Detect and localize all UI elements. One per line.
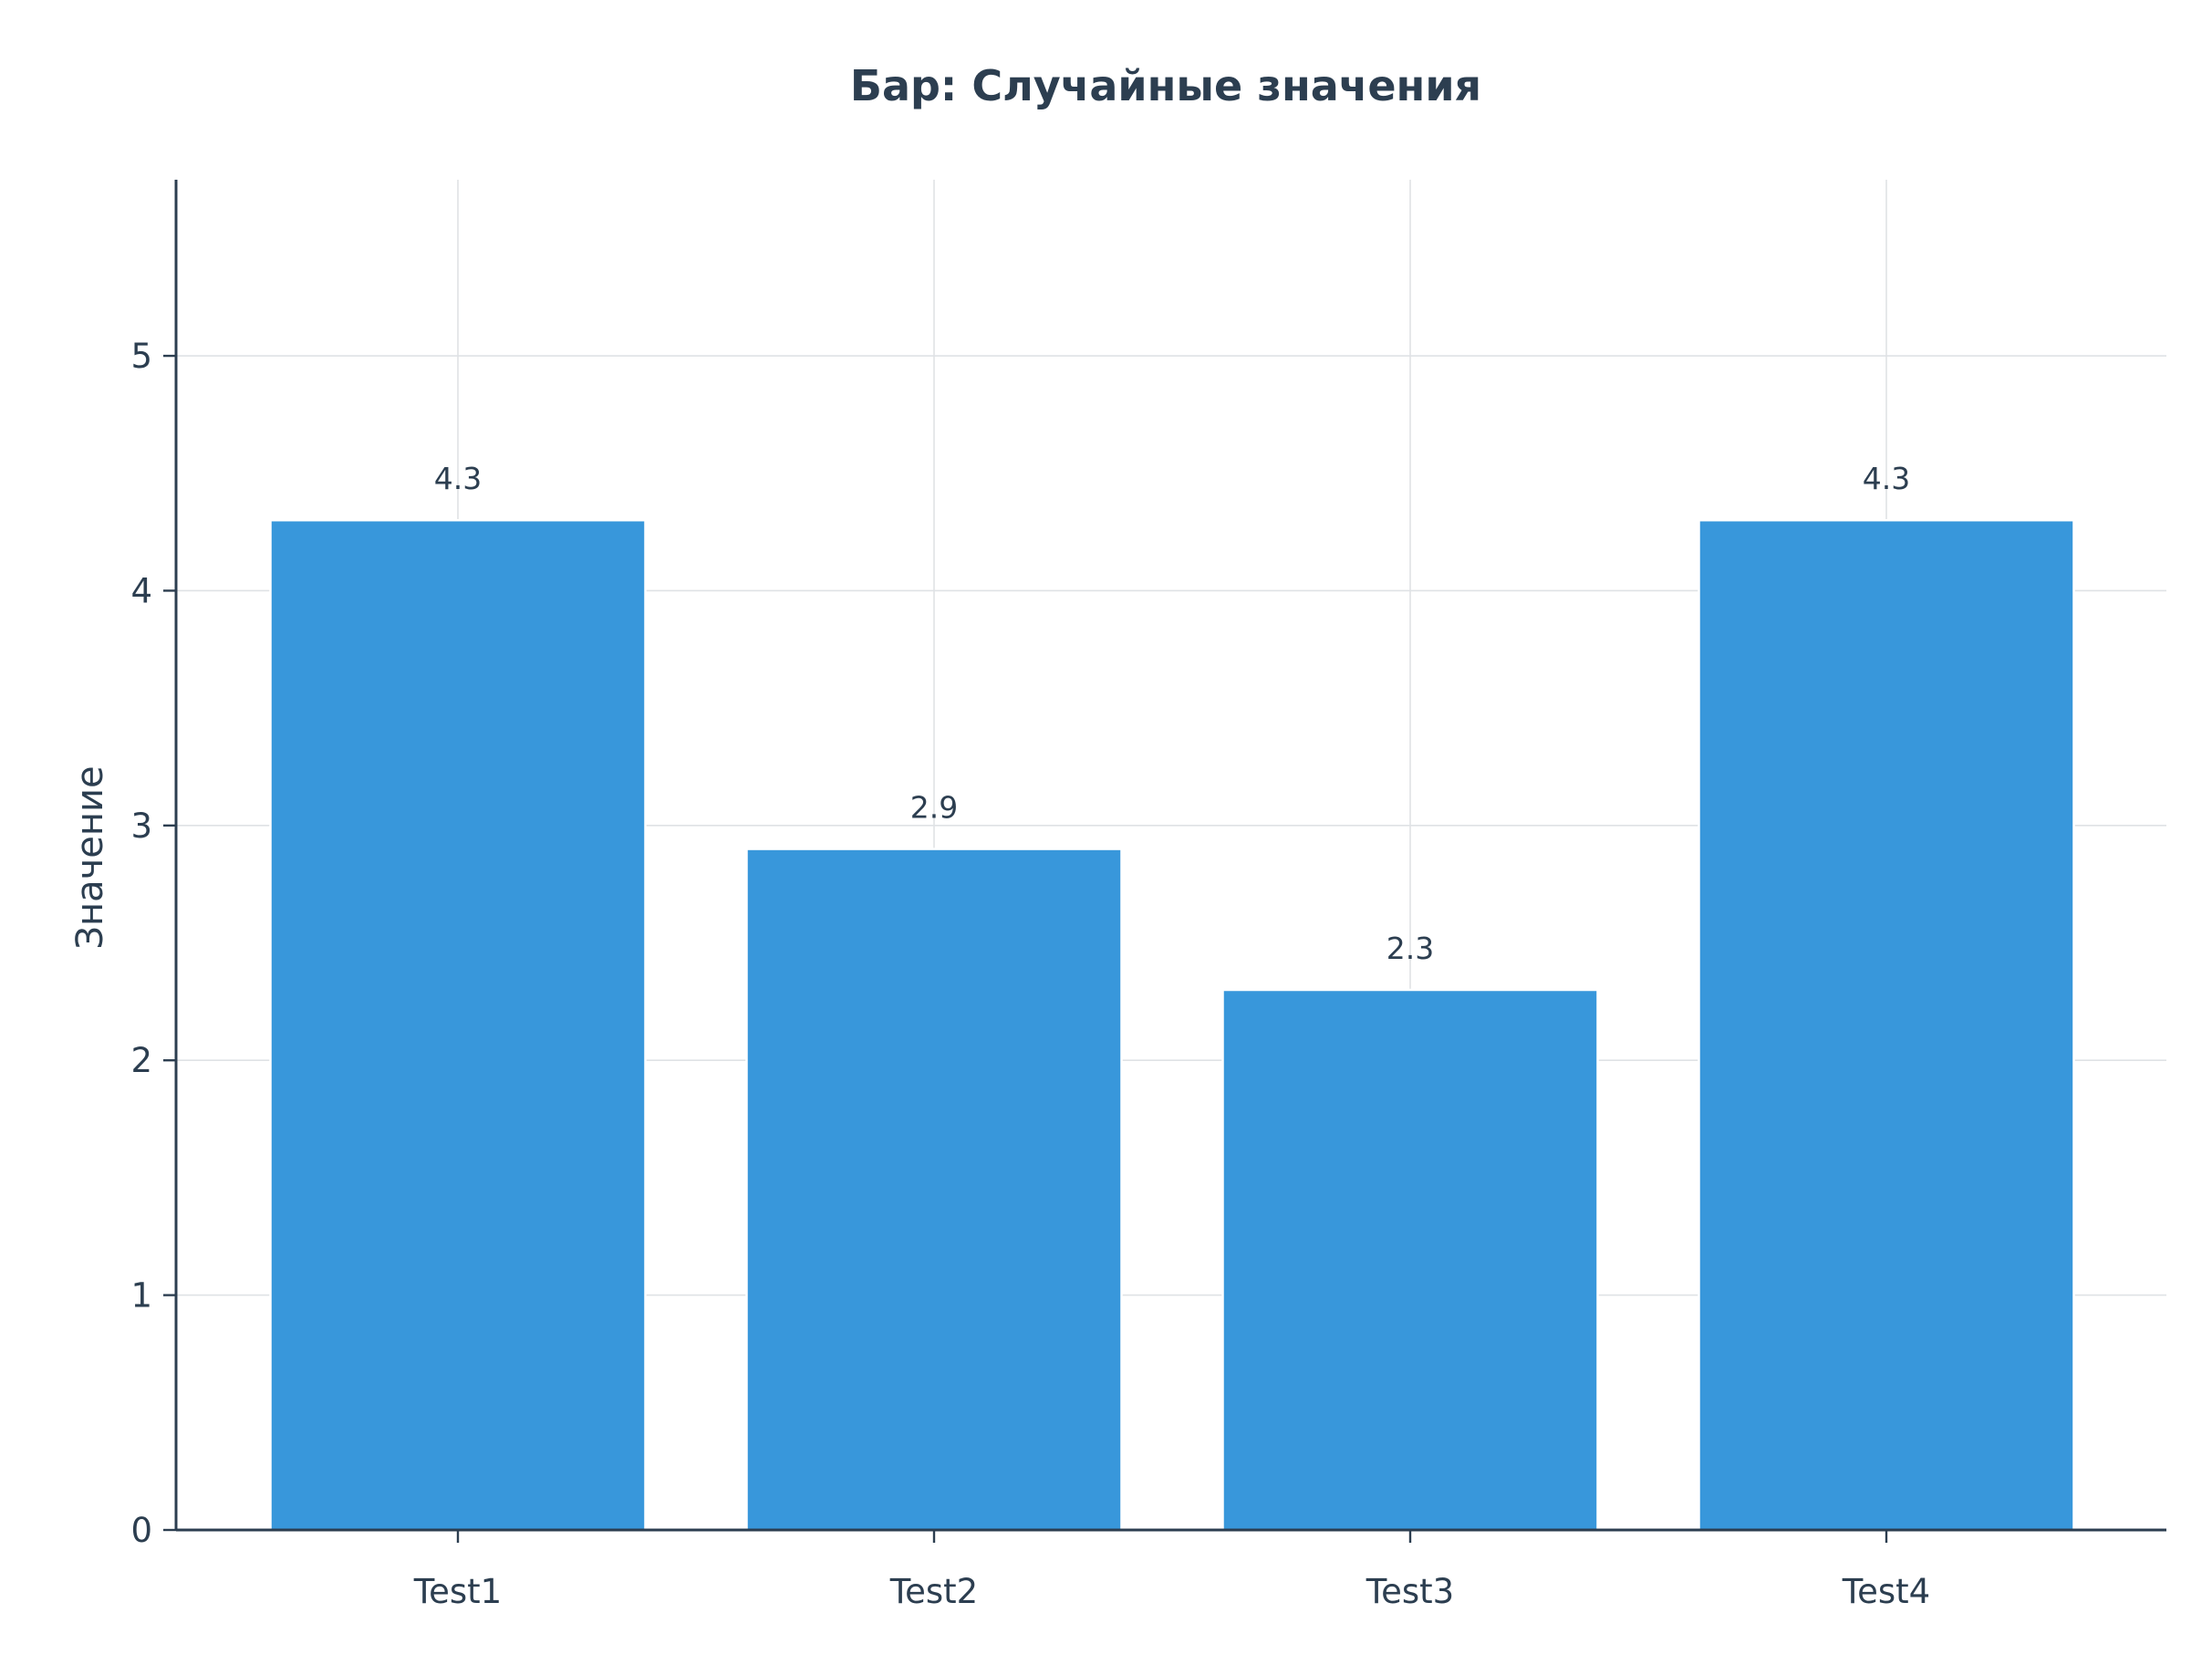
data-label: 4.3 — [434, 461, 482, 496]
y-tick-label: 4 — [130, 571, 152, 610]
x-tick-label: Test4 — [1842, 1572, 1930, 1611]
chart-title: Бар: Случайные значения — [850, 61, 1481, 110]
bars-layer — [269, 518, 2075, 1532]
bar — [269, 518, 647, 1532]
bar — [1698, 518, 2075, 1532]
y-tick-label: 1 — [130, 1276, 152, 1316]
bar — [745, 848, 1123, 1532]
data-label: 4.3 — [1863, 461, 1910, 496]
labels-layer: 0 1 2 3 4 5 Test1 4.3 Test2 2.9 Test3 2.3 Test4 4.3 — [130, 337, 1930, 1611]
y-tick-label: 0 — [130, 1511, 152, 1550]
y-axis-label: Значение — [69, 765, 111, 949]
x-tick-label: Test2 — [889, 1572, 978, 1611]
axes-layer — [163, 180, 2166, 1543]
x-tick-label: Test3 — [1366, 1572, 1454, 1611]
data-label: 2.9 — [910, 790, 958, 826]
data-label: 2.3 — [1386, 931, 1434, 966]
x-tick-label: Test1 — [413, 1572, 502, 1611]
y-tick-label: 2 — [130, 1041, 152, 1080]
y-tick-label: 5 — [130, 337, 152, 376]
bar — [1221, 988, 1599, 1532]
y-tick-label: 3 — [130, 806, 152, 846]
